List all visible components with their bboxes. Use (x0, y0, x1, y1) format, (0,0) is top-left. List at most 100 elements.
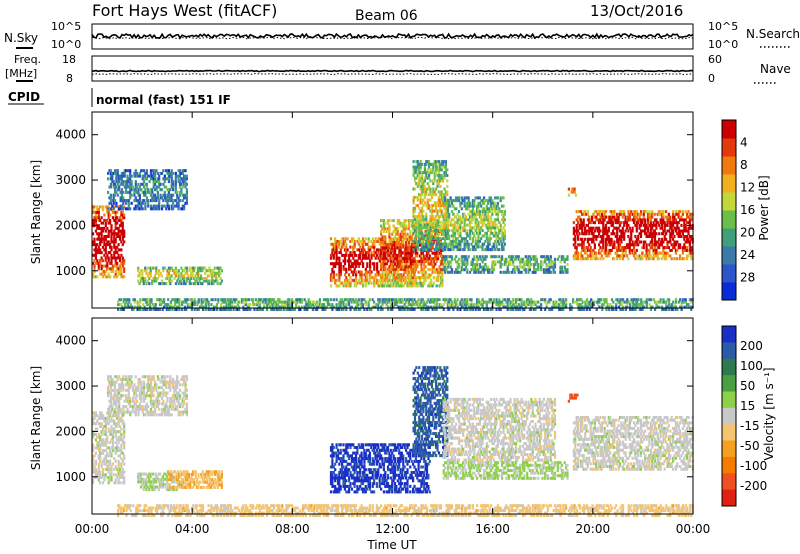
echo-cell (366, 242, 369, 246)
echo-cell (116, 256, 119, 260)
echo-cell (118, 259, 122, 263)
echo-cell (192, 282, 196, 286)
echo-cell (467, 248, 470, 252)
echo-cell (659, 300, 662, 304)
echo-cell (406, 232, 409, 236)
echo-cell (349, 245, 352, 249)
echo-cell (127, 180, 130, 184)
echo-cell (438, 273, 441, 277)
echo-cell (199, 277, 203, 280)
echo-cell (109, 243, 112, 247)
echo-cell (197, 300, 200, 304)
echo-cell (680, 300, 683, 304)
echo-cell (427, 240, 430, 244)
echo-cell (544, 270, 547, 274)
echo-cell (469, 234, 472, 238)
echo-cell (106, 210, 109, 214)
echo-cell (381, 254, 384, 258)
echo-cell (456, 223, 459, 227)
echo-cell (213, 305, 216, 309)
echo-cell (430, 217, 433, 221)
echo-cell (115, 174, 118, 178)
echo-cell (455, 239, 458, 243)
echo-cell (119, 298, 122, 302)
echo-cell (119, 308, 122, 311)
echo-cell (142, 193, 146, 197)
echo-cell (220, 303, 223, 307)
echo-cell (104, 270, 107, 273)
echo-cell (598, 298, 601, 302)
echo-cell (413, 176, 417, 180)
echo-cell (412, 160, 415, 164)
echo-cell (501, 218, 504, 222)
echo-cell (149, 171, 153, 175)
echo-cell (435, 279, 438, 282)
echo-cell (123, 232, 126, 236)
echo-cell (645, 298, 648, 302)
echo-cell (586, 254, 589, 258)
echo-cell (482, 218, 486, 222)
echo-cell (581, 232, 584, 236)
echo-cell (374, 305, 377, 309)
echo-cell (616, 254, 619, 258)
echo-cell (369, 245, 372, 249)
echo-cell (270, 303, 273, 307)
echo-cell (631, 300, 634, 304)
echo-cell (243, 303, 246, 307)
echo-cell (331, 262, 334, 266)
echo-cell (181, 207, 184, 211)
echo-cell (597, 298, 600, 302)
echo-cell (581, 248, 584, 252)
echo-cell (107, 207, 110, 211)
echo-cell (208, 308, 212, 311)
echo-cell (172, 298, 175, 302)
echo-cell (392, 305, 395, 309)
echo-cell (116, 235, 119, 238)
echo-cell (485, 215, 488, 219)
echo-cell (228, 308, 231, 311)
echo-cell (531, 300, 534, 304)
echo-cell (437, 276, 440, 280)
echo-cell (114, 224, 117, 228)
echo-cell (442, 237, 445, 241)
echo-cell (378, 298, 381, 302)
echo-cell (136, 190, 139, 194)
echo-cell (144, 308, 148, 311)
echo-cell (420, 259, 423, 263)
echo-cell (498, 298, 501, 302)
echo-cell (377, 298, 380, 302)
echo-cell (615, 308, 618, 311)
echo-cell (107, 232, 110, 236)
echo-cell (353, 281, 356, 285)
echo-cell (137, 279, 140, 283)
echo-cell (690, 298, 693, 302)
echo-cell (413, 298, 416, 302)
echo-cell (108, 185, 111, 189)
echo-cell (362, 262, 365, 266)
echo-cell (178, 303, 181, 307)
echo-cell (457, 218, 461, 222)
echo-cell (606, 232, 609, 236)
echo-cell (380, 245, 383, 249)
echo-cell (477, 223, 480, 227)
freq-label: Freq. (14, 53, 41, 66)
echo-cell (388, 232, 391, 236)
echo-cell (453, 231, 456, 235)
echo-cell (457, 242, 461, 246)
echo-cell (619, 298, 622, 302)
echo-cell (482, 300, 486, 304)
echo-cell (481, 234, 484, 238)
echo-cell (423, 281, 426, 285)
echo-cell (437, 160, 440, 164)
echo-cell (610, 308, 614, 311)
echo-cell (581, 223, 584, 227)
echo-cell (403, 230, 406, 233)
echo-cell (180, 282, 183, 286)
echo-cell (126, 174, 129, 178)
echo-cell (345, 237, 348, 241)
echo-cell (478, 229, 481, 233)
echo-cell (436, 209, 439, 213)
echo-cell (551, 308, 554, 311)
echo-cell (242, 308, 245, 311)
echo-cell (369, 278, 372, 282)
